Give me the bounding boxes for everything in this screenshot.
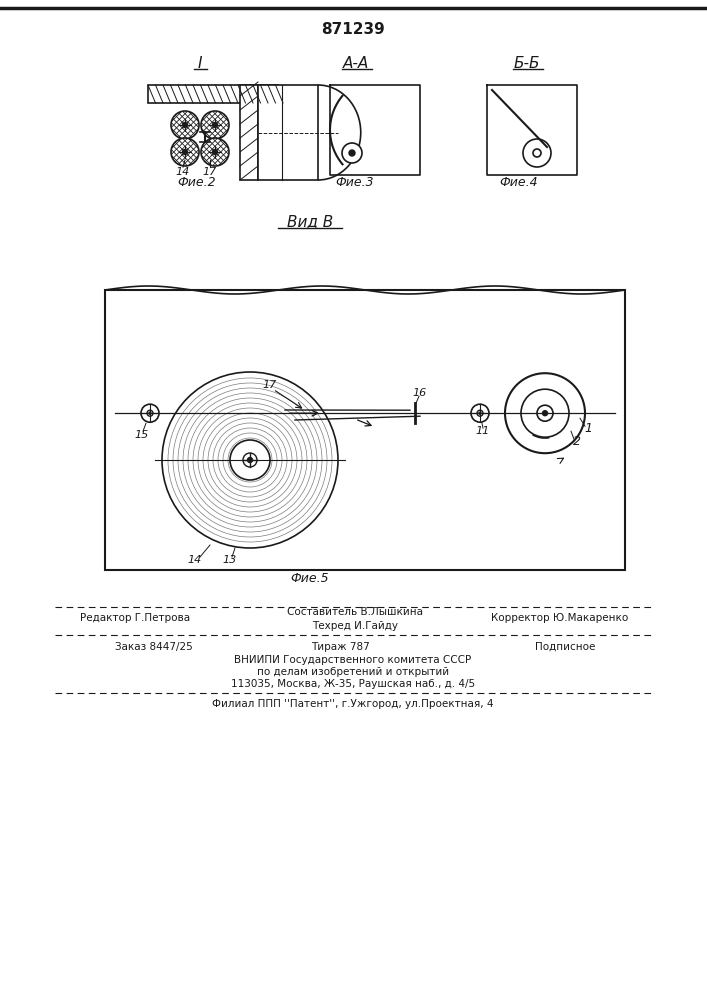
Circle shape: [201, 138, 229, 166]
Text: 15: 15: [135, 430, 149, 440]
Bar: [240, 85, 258, 180]
Circle shape: [479, 412, 481, 414]
Text: Заказ 8447/25: Заказ 8447/25: [115, 642, 193, 652]
Text: Фие.5: Фие.5: [291, 572, 329, 584]
Text: Фие.3: Фие.3: [336, 176, 374, 188]
Circle shape: [533, 149, 541, 157]
Circle shape: [247, 458, 252, 462]
Bar: [258, 85, 318, 180]
Circle shape: [471, 404, 489, 422]
Text: 14: 14: [188, 555, 202, 565]
Text: Филиал ППП ''Патент'', г.Ужгород, ул.Проектная, 4: Филиал ППП ''Патент'', г.Ужгород, ул.Про…: [212, 699, 493, 709]
Circle shape: [537, 405, 553, 421]
Circle shape: [141, 404, 159, 422]
Text: Корректор Ю.Макаренко: Корректор Ю.Макаренко: [491, 613, 629, 623]
Text: Подписное: Подписное: [534, 642, 595, 652]
Text: 2: 2: [573, 435, 581, 448]
Text: I: I: [198, 56, 202, 72]
Circle shape: [523, 139, 551, 167]
Text: Составитель В.Лышкина: Составитель В.Лышкина: [287, 607, 423, 617]
Circle shape: [477, 410, 483, 416]
Text: 1: 1: [584, 422, 592, 435]
Text: 16: 16: [413, 388, 427, 398]
Text: 17: 17: [203, 167, 217, 177]
Bar: [148, 85, 278, 103]
Text: Техред И.Гайду: Техред И.Гайду: [312, 621, 398, 631]
Circle shape: [505, 373, 585, 453]
Circle shape: [213, 149, 218, 154]
Text: по делам изобретений и открытий: по делам изобретений и открытий: [257, 667, 449, 677]
Circle shape: [182, 149, 187, 154]
Circle shape: [521, 389, 569, 437]
Text: 17: 17: [263, 380, 277, 390]
Bar: [105, 290, 625, 570]
Circle shape: [230, 440, 270, 480]
Text: Тираж 787: Тираж 787: [310, 642, 369, 652]
Text: Редактор Г.Петрова: Редактор Г.Петрова: [80, 613, 190, 623]
Circle shape: [342, 143, 362, 163]
Circle shape: [171, 111, 199, 139]
Text: 11: 11: [476, 426, 490, 436]
Circle shape: [201, 111, 229, 139]
Circle shape: [542, 411, 547, 416]
Text: Вид В: Вид В: [287, 215, 333, 230]
Circle shape: [349, 150, 355, 156]
Circle shape: [213, 122, 218, 127]
Circle shape: [243, 453, 257, 467]
Text: 871239: 871239: [321, 22, 385, 37]
Text: Фие.4: Фие.4: [500, 176, 538, 188]
Text: 14: 14: [176, 167, 190, 177]
Circle shape: [171, 138, 199, 166]
Circle shape: [162, 372, 338, 548]
Circle shape: [149, 412, 151, 414]
Circle shape: [147, 410, 153, 416]
Text: 113035, Москва, Ж-35, Раушская наб., д. 4/5: 113035, Москва, Ж-35, Раушская наб., д. …: [231, 679, 475, 689]
Text: ВНИИПИ Государственного комитета СССР: ВНИИПИ Государственного комитета СССР: [235, 655, 472, 665]
Text: Б-Б: Б-Б: [514, 56, 540, 72]
Text: Фие.2: Фие.2: [177, 176, 216, 188]
Text: 13: 13: [223, 555, 237, 565]
Circle shape: [182, 122, 187, 127]
Text: А-А: А-А: [343, 56, 369, 72]
